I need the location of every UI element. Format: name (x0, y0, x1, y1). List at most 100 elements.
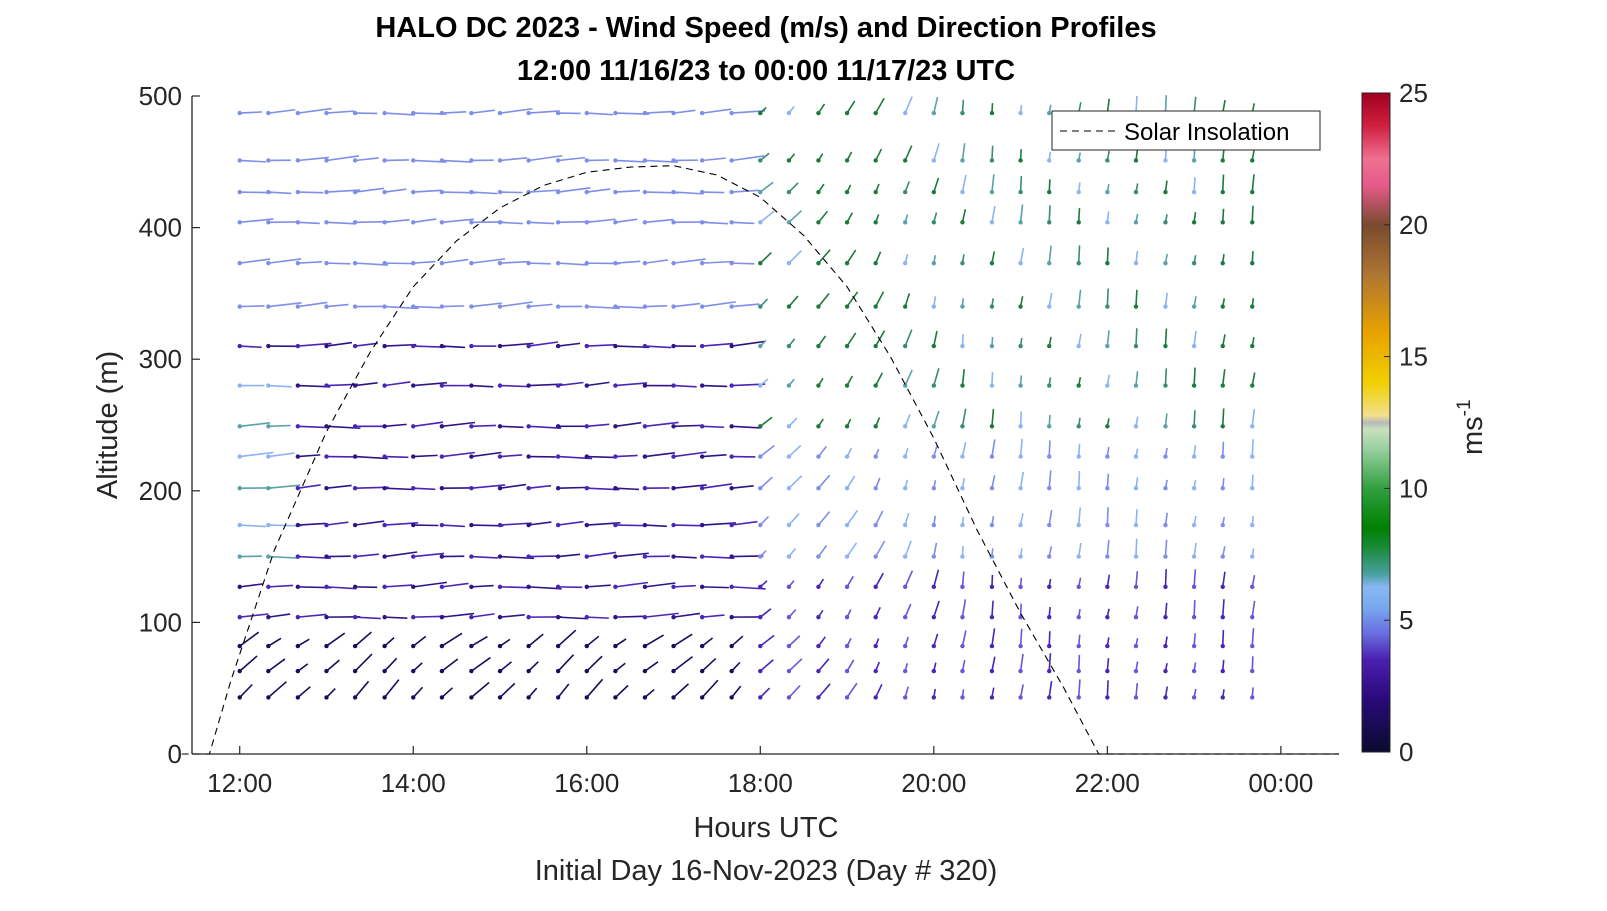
wind-barb-shaft (557, 629, 577, 647)
wind-barb-shaft (1164, 368, 1168, 386)
wind-barb-shaft (961, 99, 965, 114)
wind-barb (902, 479, 909, 491)
wind-barb-point (352, 554, 358, 559)
wind-barb-point (555, 383, 561, 388)
wind-barb-point (1220, 584, 1225, 590)
wind-barb-point (324, 522, 329, 528)
wind-barb-point (497, 343, 503, 349)
wind-barb (989, 372, 995, 388)
wind-barb-point (1250, 668, 1255, 674)
wind-barb-point (931, 614, 937, 620)
wind-barb-point (1018, 260, 1023, 266)
wind-barb-point (584, 522, 589, 528)
wind-barb-point (469, 643, 474, 649)
wind-barb (613, 614, 644, 620)
wind-barb-point (1105, 343, 1110, 349)
wind-barb (729, 520, 758, 528)
wind-barb-point (873, 220, 878, 225)
wind-barb-point (816, 485, 821, 491)
wind-barb-shaft (961, 209, 967, 223)
wind-barb (844, 100, 856, 116)
wind-barb-point (237, 454, 242, 459)
wind-barb (642, 452, 676, 459)
wind-barb (352, 260, 388, 266)
colorbar-label: ms-1 (1454, 399, 1489, 455)
wind-barb-point (613, 158, 618, 163)
wind-barb-point (1191, 584, 1197, 590)
wind-barb-shaft (702, 425, 725, 429)
wind-barb (931, 330, 938, 349)
wind-barb (1018, 684, 1024, 700)
wind-barb (1191, 569, 1197, 590)
wind-barb (266, 613, 291, 620)
wind-barb-point (439, 260, 445, 266)
wind-barb-point (816, 584, 821, 590)
wind-barb-shaft (441, 632, 463, 647)
wind-barb-point (526, 304, 531, 309)
wind-barb-point (786, 158, 792, 163)
wind-barb-shaft (788, 250, 802, 264)
wind-barb (1133, 289, 1139, 309)
wind-barb-shaft (933, 330, 938, 347)
wind-barb (671, 554, 697, 559)
wind-barb-point (555, 424, 561, 429)
wind-barb-shaft (1221, 369, 1226, 386)
colorbar-tick-label: 15 (1399, 342, 1428, 372)
wind-barb-point (1047, 304, 1052, 309)
wind-barb-shaft (1193, 96, 1197, 114)
wind-barb-point (1105, 220, 1110, 225)
wind-barb (1191, 410, 1197, 429)
wind-barb-point (613, 695, 618, 700)
chart-title: HALO DC 2023 - Wind Speed (m/s) and Dire… (375, 12, 1156, 44)
wind-barb-shaft (673, 584, 696, 588)
wind-barb-point (729, 554, 734, 559)
wind-barb-point (1133, 424, 1139, 429)
wind-barb (960, 369, 966, 388)
wind-barb-point (960, 554, 965, 559)
wind-barb-shaft (673, 451, 707, 458)
wind-barb-point (411, 454, 416, 459)
wind-barb-point (816, 304, 821, 309)
wind-barb-point (237, 485, 242, 491)
wind-barb-point (295, 304, 301, 309)
wind-barb (497, 454, 523, 459)
wind-barb (931, 445, 938, 459)
wind-barb-point (699, 189, 705, 195)
wind-barb (613, 421, 642, 429)
wind-barb-point (642, 554, 648, 559)
wind-barb-point (699, 522, 705, 528)
wind-barb-point (960, 158, 965, 163)
wind-barb (844, 637, 852, 649)
wind-barb (671, 258, 706, 266)
wind-barb (960, 599, 967, 620)
wind-barb (411, 581, 448, 590)
wind-barb-shaft (672, 683, 690, 699)
wind-barb-point (758, 189, 763, 195)
wind-barb (237, 421, 271, 429)
wind-barb (237, 613, 269, 620)
wind-barb (1220, 174, 1225, 195)
wind-barb (989, 687, 995, 700)
wind-barb (324, 155, 359, 163)
wind-barb (758, 444, 775, 459)
wind-barb-point (469, 189, 474, 195)
wind-barb-point (584, 554, 589, 559)
wind-barb-point (931, 554, 937, 559)
wind-barb (266, 189, 292, 195)
wind-barb-shaft (384, 423, 407, 428)
wind-barb-point (584, 304, 589, 309)
wind-barb-point (844, 304, 850, 309)
wind-barb-point (671, 383, 676, 388)
wind-barb-shaft (1077, 679, 1081, 698)
colorbar-tick-label: 20 (1399, 210, 1428, 240)
wind-barb-shaft (1019, 411, 1022, 427)
wind-barb (642, 612, 679, 620)
wind-barb (295, 522, 326, 528)
wind-barb (237, 110, 262, 116)
wind-barb-point (786, 383, 792, 388)
wind-barb (816, 103, 826, 116)
wind-barb (555, 304, 583, 309)
wind-barb-point (266, 220, 271, 225)
wind-barb-point (1105, 454, 1110, 459)
wind-barb-shaft (471, 191, 498, 195)
